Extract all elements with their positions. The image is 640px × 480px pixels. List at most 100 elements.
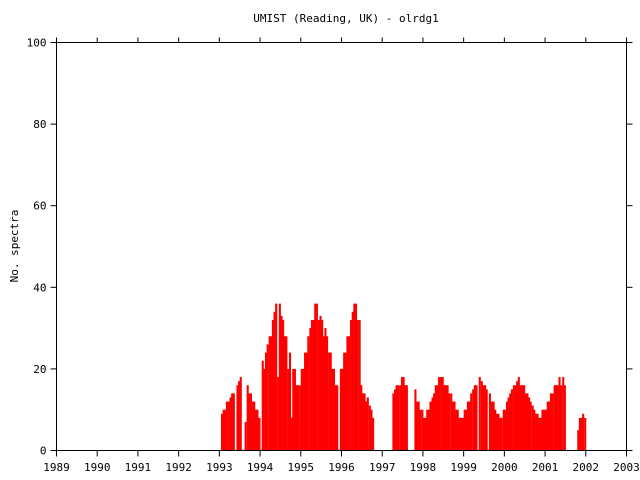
bar-47: [307, 336, 310, 451]
bar-146: [505, 401, 509, 451]
bar-7: [232, 393, 235, 451]
bar-33: [283, 336, 286, 451]
bar-84: [372, 417, 375, 451]
bar-31: [280, 315, 283, 451]
bar-182: [578, 417, 581, 451]
bar-153: [517, 377, 520, 451]
bar-17: [254, 409, 257, 451]
bar-143: [500, 417, 503, 451]
bar-74: [354, 303, 358, 451]
bar-175: [555, 385, 558, 451]
bar-177: [558, 377, 561, 451]
bar-43: [300, 368, 303, 451]
bar-169: [545, 409, 548, 451]
bar-59: [328, 352, 331, 451]
bar-34: [285, 336, 288, 451]
bar-171: [548, 401, 551, 451]
bar-167: [541, 409, 544, 451]
bar-172: [549, 393, 553, 451]
bar-119: [456, 409, 459, 451]
bar-79: [363, 393, 366, 451]
bar-63: [334, 385, 337, 451]
bar-185: [584, 417, 587, 451]
bar-77: [360, 385, 363, 451]
bar-48: [309, 328, 312, 451]
bar-52: [315, 303, 318, 451]
y-axis-ticks: 0 20 40 60 80 100: [27, 37, 633, 458]
bar-101: [426, 409, 429, 451]
bar-129: [473, 385, 476, 451]
x-tick-label-1: 1990: [84, 461, 111, 474]
bar-30: [278, 303, 281, 451]
bar-174: [553, 385, 556, 451]
x-axis-ticks: 1989 1990 1991 1992 1993 1994 1995 1996 1997 1998…: [43, 37, 640, 474]
y-tick-label-3: 60: [33, 200, 46, 213]
bar-109: [440, 377, 443, 451]
bar-113: [446, 385, 449, 451]
bar-166: [539, 417, 542, 451]
y-tick-label-4: 80: [33, 118, 46, 131]
x-tick-label-9: 1998: [410, 461, 437, 474]
bar-94: [414, 389, 417, 451]
bar-164: [536, 413, 539, 451]
bar-86: [394, 389, 397, 451]
bar-82: [368, 405, 371, 451]
bar-151: [514, 385, 517, 451]
bar-41: [297, 385, 300, 451]
bar-148: [509, 393, 512, 451]
bar-170: [546, 401, 549, 451]
bar-147: [507, 397, 510, 451]
bar-64: [336, 385, 339, 451]
bar-96: [417, 401, 420, 451]
bar-37: [290, 417, 293, 451]
bar-140: [495, 413, 498, 451]
bar-6: [231, 393, 234, 451]
bar-29: [277, 377, 280, 451]
bar-92: [404, 385, 407, 451]
bar-131: [478, 377, 481, 451]
x-tick-label-14: 2003: [613, 461, 640, 474]
bar-56: [322, 336, 325, 451]
bar-78: [361, 393, 364, 451]
bar-13: [248, 393, 251, 451]
bar-128: [472, 389, 475, 451]
bar-12: [246, 385, 249, 451]
bar-72: [351, 311, 354, 451]
bar-181: [577, 430, 580, 451]
chart-title: UMIST (Reading, UK) - olrdg1: [253, 12, 438, 25]
bar-125: [466, 401, 469, 451]
bar-50: [312, 319, 315, 451]
bar-40: [295, 385, 298, 451]
bar-156: [523, 385, 526, 451]
bar-91: [402, 377, 405, 451]
bar-150: [512, 385, 516, 451]
x-tick-label-4: 1993: [206, 461, 233, 474]
bar-149: [510, 389, 513, 451]
bar-124: [465, 409, 468, 451]
bar-173: [551, 393, 554, 451]
bar-154: [519, 385, 522, 451]
x-tick-label-12: 2001: [532, 461, 559, 474]
bar-134: [484, 385, 487, 451]
x-tick-label-5: 1994: [247, 461, 274, 474]
x-tick-label-3: 1992: [165, 461, 192, 474]
bar-178: [560, 385, 563, 451]
bar-46: [305, 352, 308, 451]
bar-120: [458, 417, 461, 451]
bar-65: [339, 368, 342, 451]
bars-group: [220, 303, 587, 451]
bar-152: [516, 381, 519, 451]
bar-130: [475, 385, 478, 451]
x-tick-label-0: 1989: [43, 461, 70, 474]
bar-110: [441, 377, 444, 451]
bar-19: [258, 417, 261, 451]
x-tick-label-13: 2002: [573, 461, 600, 474]
bar-165: [538, 417, 541, 451]
bar-90: [400, 377, 404, 451]
bar-60: [329, 352, 332, 451]
bar-141: [497, 413, 500, 451]
bar-71: [350, 319, 353, 451]
bar-75: [356, 319, 359, 451]
y-tick-label-5: 100: [27, 37, 47, 50]
